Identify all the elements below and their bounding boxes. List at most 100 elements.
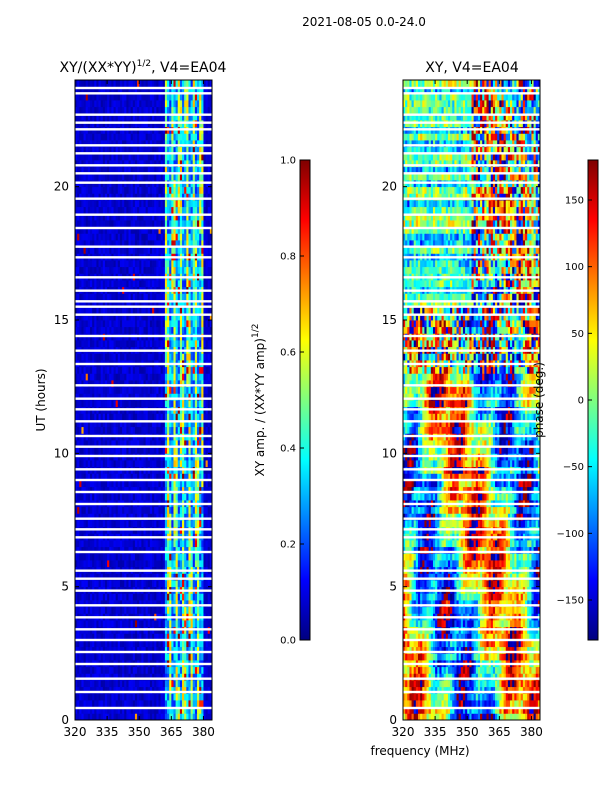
heatmap-cell — [205, 713, 209, 721]
heatmap-cell — [115, 493, 119, 501]
heatmap-cell — [194, 673, 198, 681]
heatmap-cell — [171, 313, 174, 321]
heatmap-cell — [94, 700, 97, 708]
heatmap-cell — [75, 553, 78, 561]
heatmap-cell — [85, 280, 89, 288]
heatmap-cell — [194, 233, 198, 241]
heatmap-cell — [132, 446, 136, 454]
heatmap-cell — [141, 340, 144, 348]
heatmap-cell — [96, 220, 99, 228]
heatmap-cell — [158, 393, 162, 401]
heatmap-cell — [96, 506, 99, 514]
heatmap-cell — [158, 380, 162, 388]
heatmap-cell — [79, 233, 82, 241]
heatmap-cell — [139, 553, 142, 561]
heatmap-cell — [137, 493, 140, 501]
heatmap-cell — [177, 460, 181, 468]
heatmap-cell — [117, 600, 121, 608]
heatmap-cell — [167, 206, 170, 214]
heatmap-cell — [186, 646, 189, 654]
heatmap-cell — [173, 606, 177, 614]
heatmap-cell — [141, 246, 144, 254]
heatmap-cell — [147, 546, 151, 554]
heatmap-cell — [160, 260, 164, 268]
heatmap-cell — [147, 426, 151, 434]
heatmap-cell — [75, 546, 78, 554]
heatmap-cell — [137, 306, 140, 314]
heatmap-cell — [162, 600, 166, 608]
heatmap-cell — [107, 553, 110, 561]
heatmap-cell — [113, 606, 117, 614]
heatmap-cell — [130, 700, 134, 708]
heatmap-cell — [149, 386, 153, 394]
heatmap-cell — [83, 493, 87, 501]
heatmap-cell — [173, 460, 177, 468]
heatmap-cell — [186, 366, 189, 374]
heatmap-cell — [141, 393, 144, 401]
heatmap-cell — [160, 366, 164, 374]
heatmap-cell — [77, 340, 80, 348]
heatmap-cell — [173, 413, 177, 421]
heatmap-cell — [209, 520, 213, 528]
heatmap-cell — [111, 520, 114, 528]
heatmap-cell — [92, 560, 95, 568]
heatmap-cell — [154, 580, 157, 588]
heatmap-cell — [167, 693, 170, 701]
heatmap-cell — [83, 386, 87, 394]
heatmap-cell — [96, 340, 99, 348]
heatmap-cell — [154, 246, 157, 254]
heatmap-cell — [83, 620, 87, 628]
heatmap-cell — [203, 520, 206, 528]
heatmap-cell — [77, 220, 80, 228]
heatmap-cell — [188, 293, 191, 301]
heatmap-cell — [184, 600, 187, 608]
heatmap-cell — [145, 646, 149, 654]
heatmap-cell — [79, 246, 82, 254]
heatmap-cell — [199, 573, 202, 581]
heatmap-cell — [128, 313, 132, 321]
heatmap-cell — [134, 426, 138, 434]
heatmap-cell — [182, 446, 185, 454]
heatmap-cell — [203, 386, 206, 394]
heatmap-cell — [158, 413, 162, 421]
heatmap-cell — [104, 633, 108, 641]
heatmap-cell — [124, 266, 127, 274]
heatmap-cell — [79, 700, 82, 708]
heatmap-cell — [104, 706, 108, 714]
heatmap-cell — [89, 593, 93, 601]
heatmap-cell — [77, 706, 80, 714]
heatmap-cell — [77, 393, 80, 401]
heatmap-cell — [100, 633, 104, 641]
heatmap-cell — [117, 380, 121, 388]
heatmap-cell — [209, 240, 213, 248]
heatmap-cell — [164, 620, 168, 628]
heatmap-cell — [192, 486, 196, 494]
heatmap-cell — [92, 353, 95, 361]
heatmap-cell — [175, 600, 179, 608]
heatmap-cell — [162, 580, 166, 588]
heatmap-cell — [117, 373, 121, 381]
heatmap-cell — [149, 600, 153, 608]
heatmap-cell — [119, 693, 123, 701]
heatmap-cell — [128, 426, 132, 434]
heatmap-cell — [203, 440, 206, 448]
heatmap-cell — [171, 553, 174, 561]
heatmap-cell — [119, 313, 123, 321]
heatmap-cell — [130, 300, 134, 308]
heatmap-cell — [207, 420, 211, 428]
heatmap-cell — [145, 213, 149, 221]
heatmap-cell — [179, 646, 183, 654]
heatmap-cell — [87, 413, 91, 421]
heatmap-cell — [179, 380, 183, 388]
heatmap-cell — [156, 673, 159, 681]
heatmap-cell — [152, 540, 155, 548]
heatmap-cell — [167, 353, 170, 361]
heatmap-cell — [199, 646, 202, 654]
heatmap-cell — [173, 593, 177, 601]
heatmap-cell — [94, 606, 97, 614]
heatmap-cell — [124, 686, 127, 694]
heatmap-cell — [192, 600, 196, 608]
heatmap-cell — [104, 446, 108, 454]
heatmap-cell — [152, 580, 155, 588]
heatmap-cell — [179, 680, 183, 688]
